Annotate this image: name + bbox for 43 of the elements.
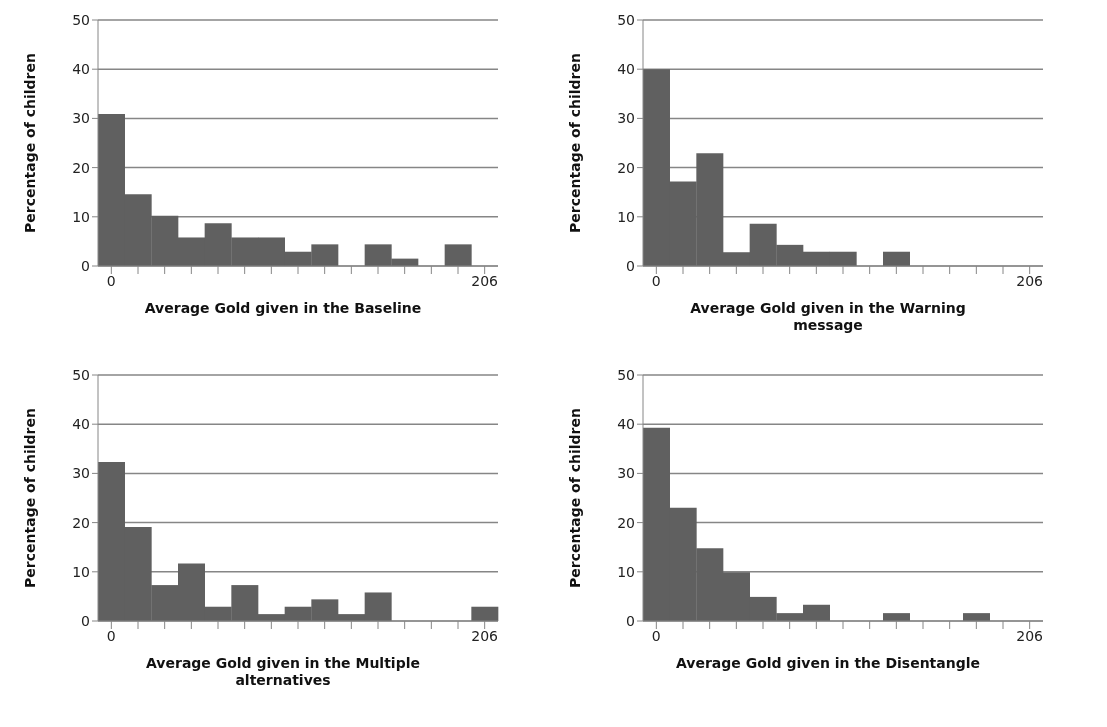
y-tick-label: 40	[72, 61, 90, 78]
x-tick-label: 206	[471, 272, 499, 289]
x-axis-title: Average Gold given in the Disentangle	[674, 655, 982, 672]
y-tick-label: 40	[72, 416, 90, 433]
y-tick-label: 50	[72, 11, 90, 28]
y-tick-label: 30	[617, 465, 635, 482]
y-tick-label: 50	[72, 366, 90, 383]
y-tick-label: 50	[617, 366, 635, 383]
x-tick-label: 206	[1016, 627, 1044, 644]
x-tick-label: 0	[651, 627, 661, 644]
y-tick-label: 20	[72, 159, 90, 176]
y-tick-label: 30	[72, 465, 90, 482]
bar	[444, 244, 472, 266]
y-tick-label: 40	[617, 61, 635, 78]
y-axis-title: Percentage of children	[566, 53, 583, 233]
x-axis-title: Average Gold given in the Multiple alternatives	[145, 655, 421, 689]
x-tick-label: 0	[106, 272, 116, 289]
y-axis-title: Percentage of children	[566, 408, 583, 588]
y-tick-label: 0	[81, 612, 90, 629]
y-tick-label: 0	[626, 612, 635, 629]
x-tick-label: 206	[471, 627, 499, 644]
y-tick-label: 30	[617, 110, 635, 127]
y-tick-label: 10	[72, 208, 90, 225]
bar	[883, 251, 910, 266]
y-tick-label: 0	[626, 257, 635, 274]
y-tick-label: 40	[617, 416, 635, 433]
y-tick-label: 50	[617, 11, 635, 28]
y-tick-label: 20	[72, 514, 90, 531]
x-tick-label: 206	[1016, 272, 1044, 289]
y-axis-title: Percentage of children	[21, 408, 38, 588]
y-tick-label: 10	[617, 563, 635, 580]
y-axis-title: Percentage of children	[21, 53, 38, 233]
x-tick-label: 0	[651, 272, 661, 289]
x-tick-label: 0	[106, 627, 116, 644]
bar	[471, 606, 499, 621]
x-axis-title: Average Gold given in the Baseline	[143, 300, 423, 317]
y-tick-label: 20	[617, 159, 635, 176]
y-tick-label: 30	[72, 110, 90, 127]
y-tick-label: 10	[617, 208, 635, 225]
y-tick-label: 0	[81, 257, 90, 274]
x-axis-title: Average Gold given in the Warning message	[689, 300, 967, 334]
y-tick-label: 20	[617, 514, 635, 531]
y-tick-label: 10	[72, 563, 90, 580]
